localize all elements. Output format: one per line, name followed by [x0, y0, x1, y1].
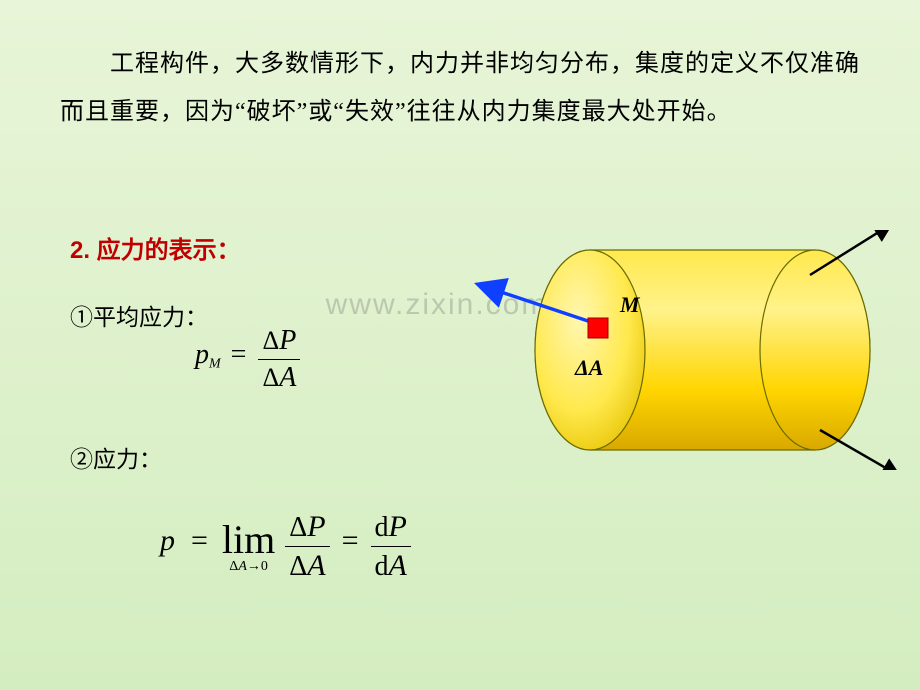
f1-fraction: ΔP ΔA — [258, 325, 300, 394]
section-title: 2. 应力的表示： — [70, 230, 241, 265]
f2-eq1: = — [191, 524, 208, 557]
f1-num-var: P — [279, 325, 296, 356]
point-m-square — [588, 318, 608, 338]
f2-eq2: = — [342, 524, 359, 557]
cylinder-right-face — [760, 250, 870, 450]
formula-stress: p = lim ΔA→0 ΔP ΔA = dP dA — [160, 510, 413, 583]
f2-lhs-var: p — [160, 524, 175, 557]
formula-average-stress: pM = ΔP ΔA — [195, 325, 302, 394]
arrow-bottom-right — [820, 430, 898, 470]
f2-num2-d: d — [375, 512, 389, 543]
f2-den2-var: A — [389, 549, 407, 582]
label-m: M — [619, 292, 641, 317]
f2-limsub-var: A — [238, 559, 247, 574]
f1-den-var: A — [279, 362, 296, 393]
f2-den2-d: d — [375, 551, 389, 582]
f2-frac1: ΔP ΔA — [285, 510, 329, 583]
f2-frac2: dP dA — [371, 510, 411, 583]
f2-limit: lim ΔA→0 — [222, 520, 275, 574]
f2-limsub-delta: Δ — [229, 559, 238, 574]
f1-lhs-sub: M — [209, 356, 221, 371]
sub1-label: ①平均应力： — [70, 298, 208, 332]
f2-lim-word: lim — [222, 520, 275, 560]
f2-num2-var: P — [389, 510, 407, 543]
intro-paragraph: 工程构件，大多数情形下，内力并非均匀分布，集度的定义不仅准确而且重要，因为“破坏… — [60, 40, 860, 136]
sub2-label: ②应力： — [70, 440, 162, 474]
f1-den-delta: Δ — [262, 363, 279, 392]
cylinder-diagram: ΔP M ΔA — [460, 230, 900, 470]
cylinder-left-face — [535, 250, 645, 450]
f1-eq: = — [231, 339, 247, 370]
slide-content: 工程构件，大多数情形下，内力并非均匀分布，集度的定义不仅准确而且重要，因为“破坏… — [0, 0, 920, 690]
f2-limsub-arrow: →0 — [247, 559, 268, 574]
f1-num-delta: Δ — [262, 326, 279, 355]
label-delta-a: ΔA — [574, 355, 603, 380]
f2-den1-var: A — [307, 549, 325, 582]
f1-lhs-var: p — [195, 339, 209, 370]
f2-num1-delta: Δ — [289, 512, 307, 543]
f2-num1-var: P — [307, 510, 325, 543]
f2-den1-delta: Δ — [289, 551, 307, 582]
